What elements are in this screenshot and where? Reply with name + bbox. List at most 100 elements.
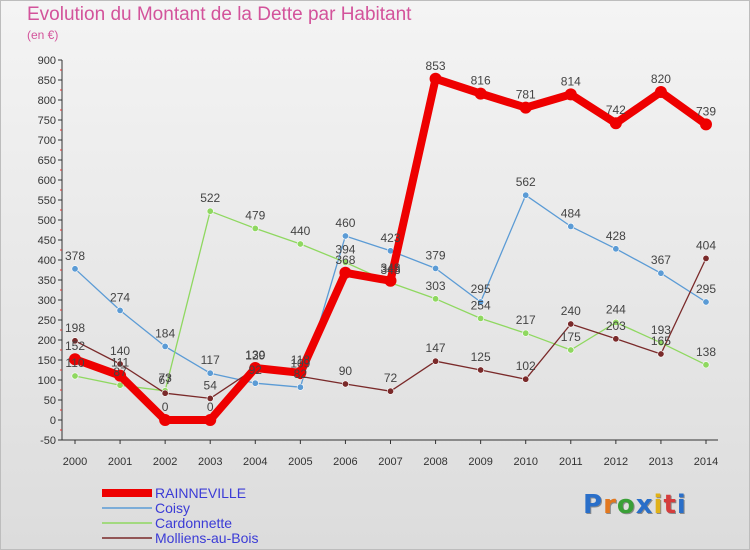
x-tick-label: 2011 xyxy=(559,456,583,468)
data-point xyxy=(71,337,79,345)
data-label: 367 xyxy=(651,253,671,267)
chart-unit-label: (en €) xyxy=(27,28,59,42)
data-label: 198 xyxy=(65,321,85,335)
y-tick-label: 50 xyxy=(44,395,56,407)
data-point xyxy=(341,232,349,240)
data-point xyxy=(116,381,124,389)
data-point xyxy=(567,222,575,230)
data-label: 125 xyxy=(471,350,491,364)
data-label: 117 xyxy=(201,353,220,367)
data-label: 203 xyxy=(606,319,626,333)
series-layer xyxy=(69,72,712,426)
data-label: 404 xyxy=(696,238,716,252)
y-tick-label: 350 xyxy=(38,275,56,287)
data-point xyxy=(477,366,485,374)
x-tick-label: 2005 xyxy=(288,456,312,468)
data-point xyxy=(386,387,394,395)
data-point xyxy=(657,350,665,358)
data-point xyxy=(522,329,530,337)
data-label: 0 xyxy=(162,400,169,414)
data-point xyxy=(564,88,577,101)
data-label: 522 xyxy=(200,191,220,205)
data-point xyxy=(702,298,710,306)
data-label: 853 xyxy=(426,59,446,73)
data-point xyxy=(116,306,124,314)
data-label: 87 xyxy=(113,365,127,379)
data-point xyxy=(657,269,665,277)
data-label: 254 xyxy=(471,298,491,312)
data-label: 165 xyxy=(651,334,671,348)
x-tick-label: 2013 xyxy=(649,456,673,468)
data-label: 816 xyxy=(471,74,491,88)
data-label: 72 xyxy=(384,371,398,385)
data-point xyxy=(432,264,440,272)
data-label: 295 xyxy=(696,282,716,296)
data-label: 348 xyxy=(380,261,400,275)
data-point xyxy=(249,362,262,374)
data-point xyxy=(702,361,710,369)
x-tick-label: 2003 xyxy=(198,456,222,468)
chart-title: Evolution du Montant de la Dette par Hab… xyxy=(27,4,412,25)
y-tick-label: 200 xyxy=(38,335,56,347)
data-point xyxy=(702,254,710,262)
x-tick-label: 2010 xyxy=(513,456,537,468)
data-point xyxy=(567,320,575,328)
data-label: 118 xyxy=(291,353,310,367)
data-label: 423 xyxy=(380,231,400,245)
data-label: 240 xyxy=(561,304,581,318)
data-label: 138 xyxy=(696,345,716,359)
data-label: 82 xyxy=(294,367,308,381)
x-tick-label: 2002 xyxy=(153,456,177,468)
data-point xyxy=(294,366,307,379)
data-point xyxy=(522,375,530,383)
x-tick-label: 2012 xyxy=(604,456,628,468)
y-tick-label: 500 xyxy=(38,215,56,227)
y-tick-label: 100 xyxy=(38,375,56,387)
data-label: 129 xyxy=(245,348,265,362)
data-label: 73 xyxy=(158,371,172,385)
data-point xyxy=(657,339,665,347)
data-label: 440 xyxy=(290,224,310,238)
data-label: 739 xyxy=(696,104,716,118)
data-label: 110 xyxy=(65,356,84,370)
data-point xyxy=(612,335,620,343)
data-point xyxy=(251,224,259,232)
data-point xyxy=(71,265,79,273)
x-tick-label: 2008 xyxy=(423,456,447,468)
chart-axes: -50 0 50 100 150 200 250 300 350 400 450 500 550 600 6… xyxy=(38,55,719,468)
y-tick-label: 650 xyxy=(38,155,56,167)
data-label: 781 xyxy=(516,88,536,102)
data-label: 54 xyxy=(204,378,218,392)
proxiti-logo: Proxiti xyxy=(583,490,687,520)
data-point xyxy=(700,118,712,131)
data-point xyxy=(609,117,622,130)
data-label: 175 xyxy=(561,330,581,344)
data-point xyxy=(206,207,214,215)
data-label: 92 xyxy=(249,363,263,377)
y-tick-label: 600 xyxy=(38,175,56,187)
data-point xyxy=(429,72,442,85)
x-tick-label: 2007 xyxy=(378,456,402,468)
chart-legend: RAINNEVILLECoisyCardonnetteMolliens-au-B… xyxy=(102,485,258,546)
y-tick-label: 750 xyxy=(38,115,56,127)
data-label: 102 xyxy=(516,359,536,373)
x-tick-label: 2006 xyxy=(333,456,357,468)
series-line-coisy xyxy=(74,194,707,388)
y-tick-label: 300 xyxy=(38,295,56,307)
y-tick-label: 150 xyxy=(38,355,56,367)
data-label: 303 xyxy=(426,279,446,293)
data-point xyxy=(384,274,397,287)
data-point xyxy=(432,295,440,303)
data-label: 67 xyxy=(158,373,172,387)
data-point xyxy=(519,101,532,114)
data-point xyxy=(296,240,304,248)
data-point xyxy=(654,86,667,98)
data-label: 193 xyxy=(651,323,671,337)
data-label: 140 xyxy=(110,344,130,358)
data-point xyxy=(114,369,127,382)
y-tick-label: 850 xyxy=(38,75,56,87)
data-label: 460 xyxy=(335,216,355,230)
data-point xyxy=(69,353,81,366)
data-label: 562 xyxy=(516,175,536,189)
data-point xyxy=(204,414,217,426)
